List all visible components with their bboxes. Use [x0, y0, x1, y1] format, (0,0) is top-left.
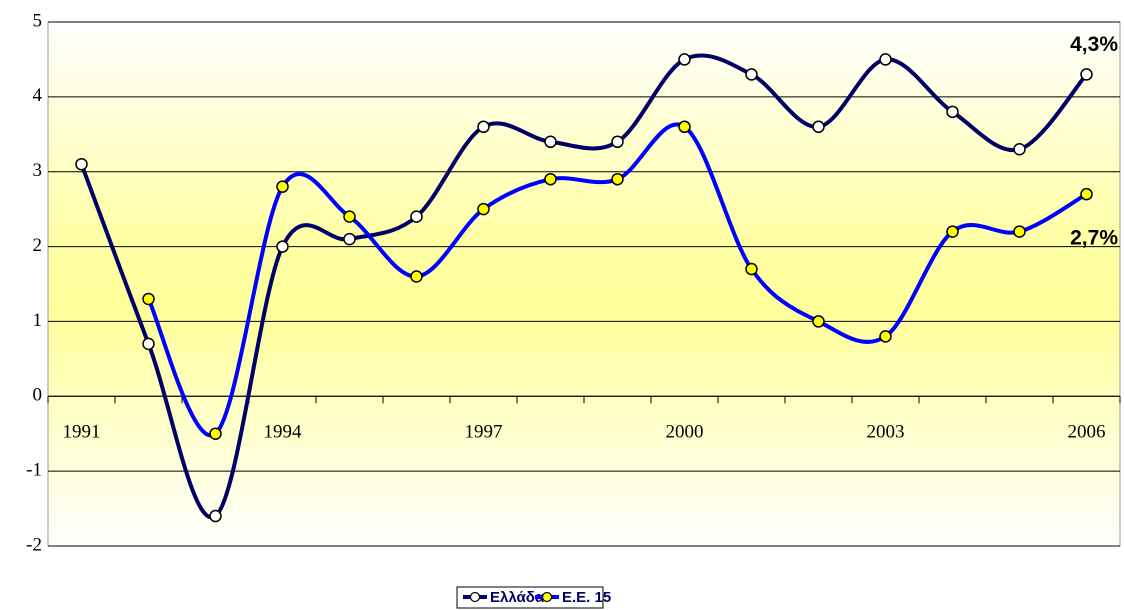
point [75, 157, 88, 171]
point [678, 120, 691, 134]
x-tick-label: 1991 [63, 422, 101, 443]
x-tick-label: 1994 [264, 422, 303, 443]
point [477, 120, 490, 134]
point [209, 509, 222, 523]
value-label: 2,7% [1070, 227, 1118, 250]
point [1080, 187, 1093, 201]
point [946, 225, 959, 238]
x-tick-label: 2003 [867, 422, 905, 443]
y-tick-label: 1 [33, 310, 43, 331]
point [611, 172, 624, 186]
legend-marker [469, 591, 481, 603]
point [745, 68, 758, 81]
y-tick-label: 4 [33, 85, 43, 106]
point [879, 330, 892, 343]
point [477, 202, 490, 216]
y-tick-label: 0 [33, 385, 43, 406]
y-tick-label: -1 [26, 460, 42, 481]
point [544, 135, 557, 149]
point [1013, 225, 1026, 238]
point [276, 240, 289, 253]
x-tick-label: 2000 [666, 422, 704, 443]
legend-box [456, 586, 604, 609]
y-tick-label: -2 [26, 534, 42, 555]
point [343, 210, 356, 223]
legend-marker [541, 591, 553, 603]
point [142, 292, 155, 306]
series-line [146, 122, 1088, 438]
point [1013, 143, 1026, 156]
point [946, 105, 959, 119]
point [410, 270, 423, 283]
y-tick-label: 2 [33, 235, 43, 256]
legend [456, 586, 604, 609]
x-tick-label: 1997 [465, 422, 503, 443]
plot-area [47, 21, 1121, 547]
point [544, 172, 557, 186]
point [812, 315, 825, 328]
point [343, 232, 356, 246]
point [209, 427, 222, 440]
point [276, 180, 289, 193]
point [611, 135, 624, 149]
legend-label: Ελλάδα [490, 589, 545, 606]
y-tick-label: 5 [33, 10, 43, 31]
point [812, 120, 825, 134]
point [745, 262, 758, 276]
point [410, 210, 423, 223]
point [678, 53, 691, 66]
legend-label: Ε.Ε. 15 [562, 589, 611, 606]
y-tick-label: 3 [33, 160, 43, 181]
point [142, 337, 155, 351]
point [879, 53, 892, 66]
value-label: 4,3% [1070, 33, 1118, 56]
point [1080, 68, 1093, 81]
x-tick-label: 2006 [1068, 422, 1106, 443]
